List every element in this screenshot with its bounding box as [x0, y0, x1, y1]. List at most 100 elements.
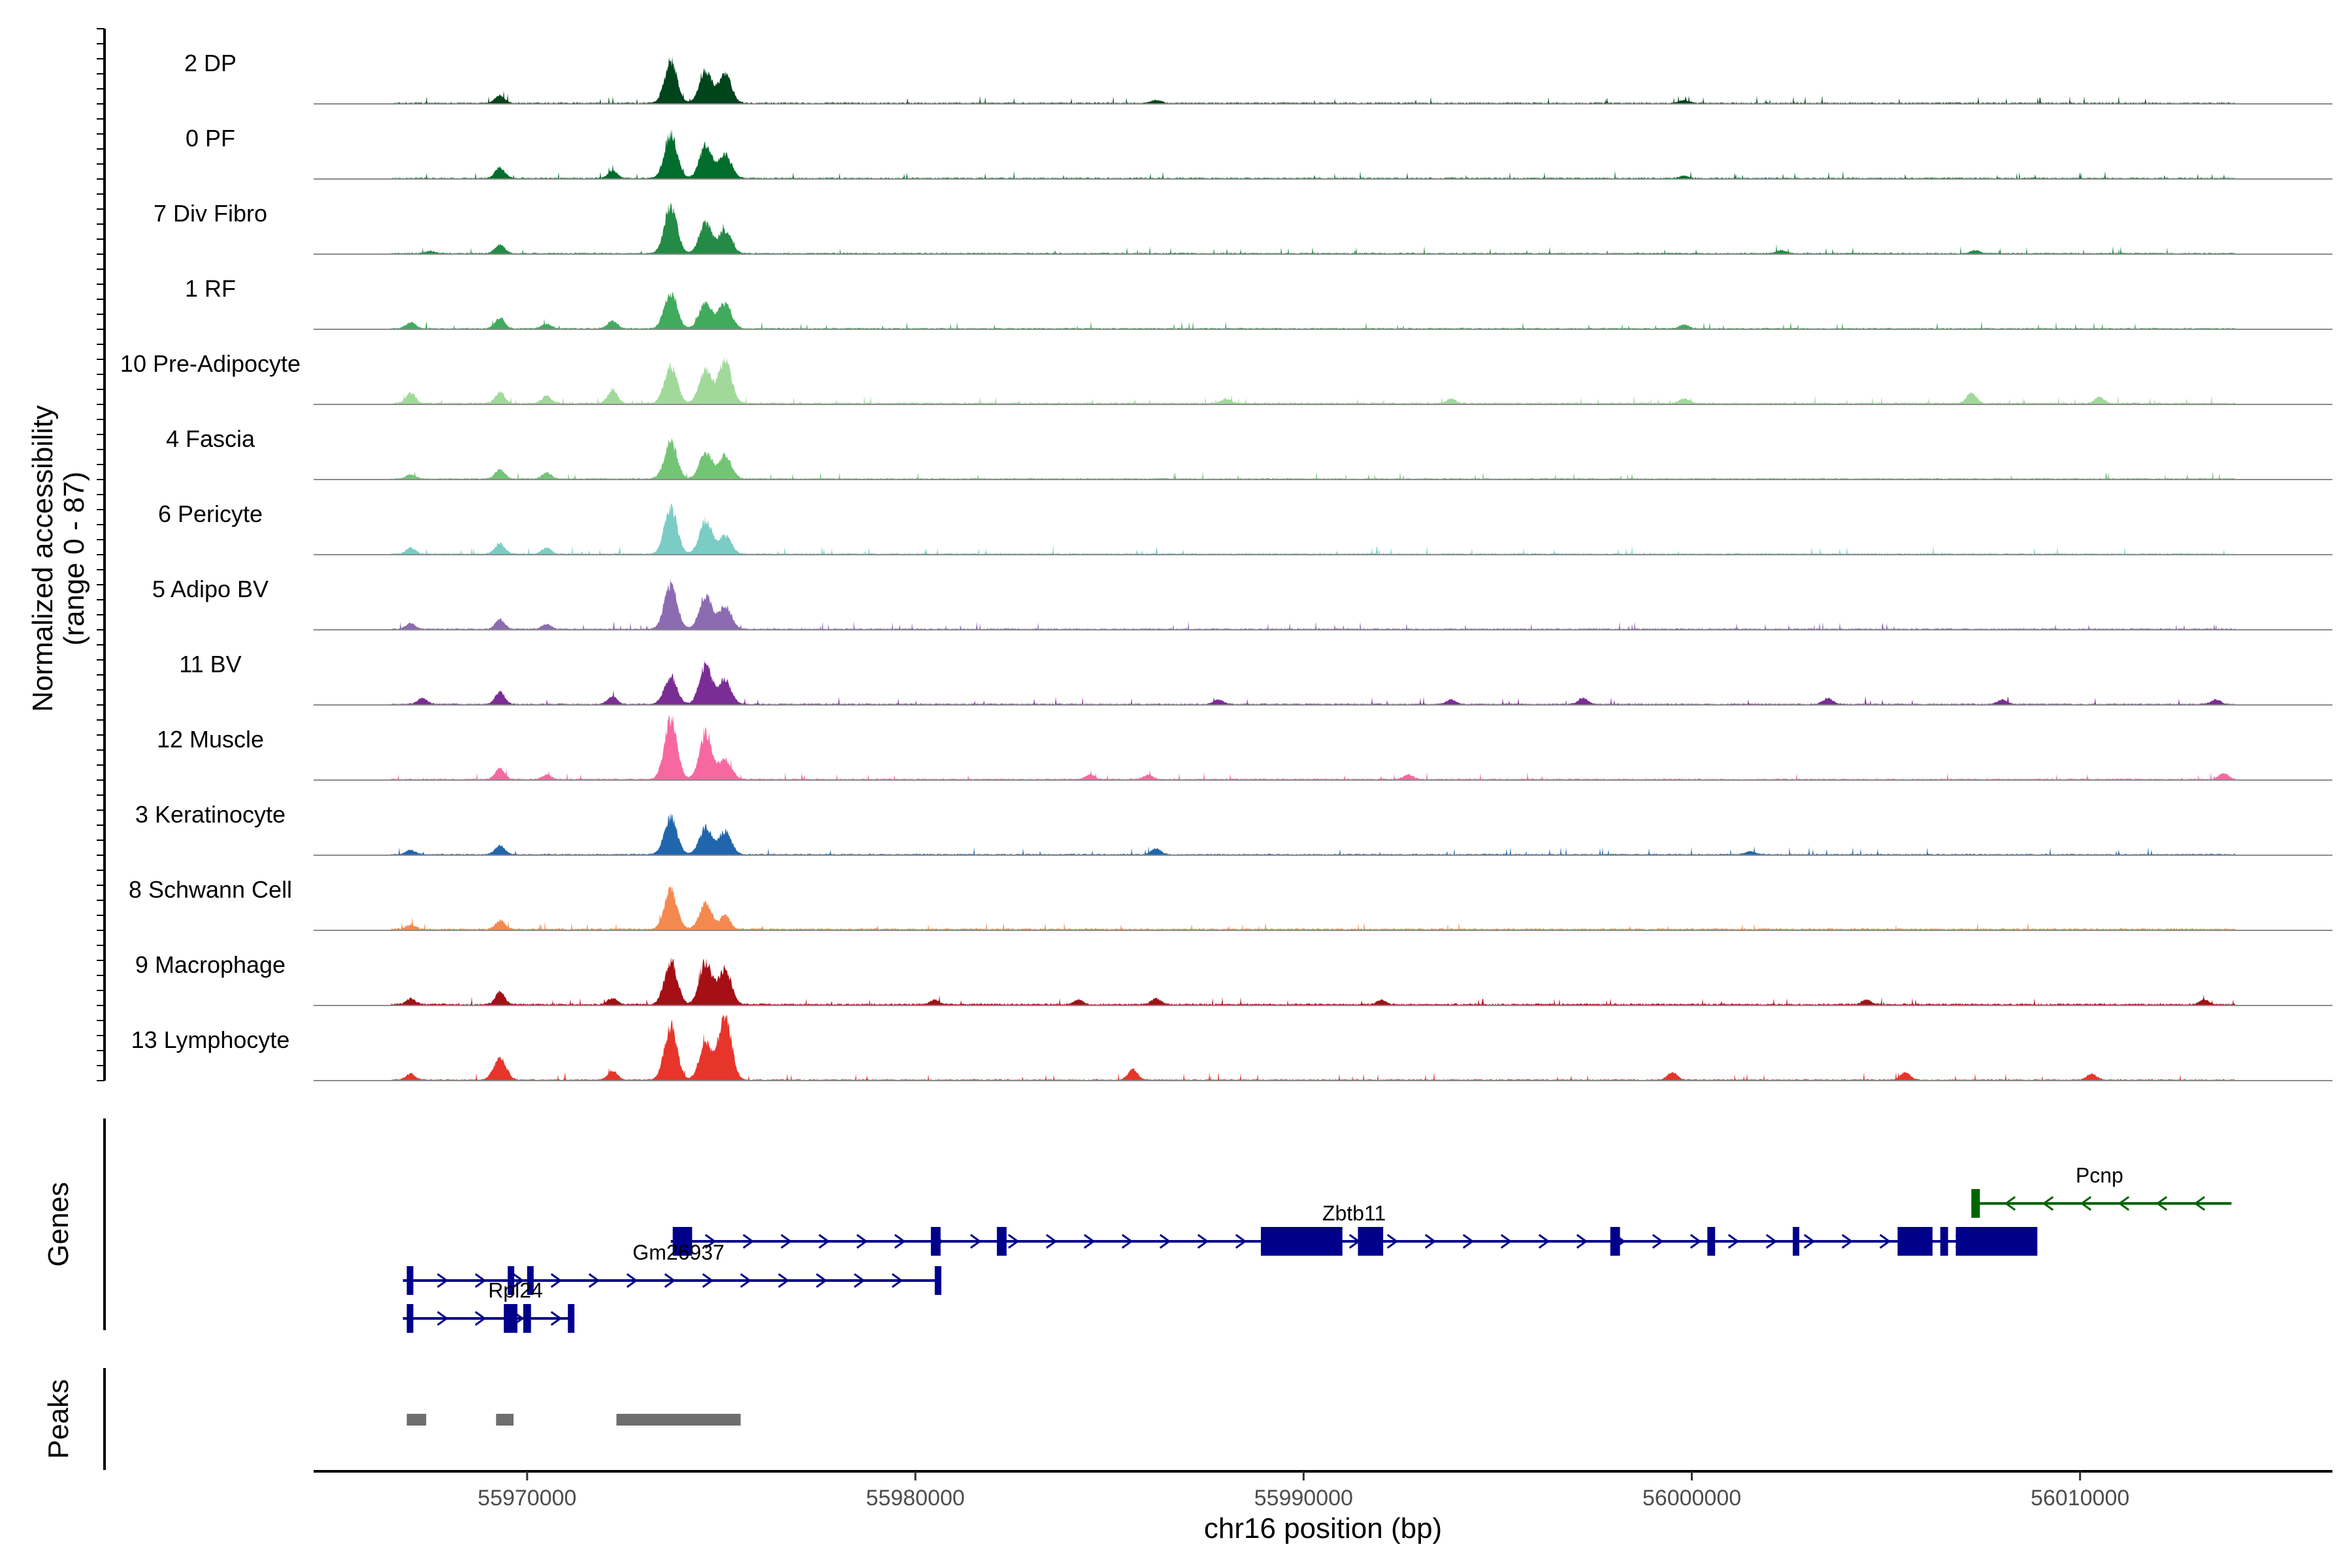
coverage-area: [314, 578, 2332, 630]
gene-exon: [1971, 1189, 1980, 1218]
coverage-track: 2 DP: [184, 50, 2332, 105]
strand-arrow: [856, 1233, 868, 1249]
gene-model: Rpl24: [402, 1279, 575, 1333]
gene-exon: [996, 1227, 1007, 1256]
track-label: 0 PF: [186, 125, 235, 152]
gene-exon: [508, 1266, 515, 1295]
coverage-area: [314, 811, 2332, 855]
gene-exon: [504, 1304, 517, 1333]
track-label: 6 Pericyte: [158, 500, 263, 527]
strand-arrow: [1121, 1233, 1134, 1249]
strand-arrow: [1045, 1233, 1058, 1249]
track-label: 9 Macrophage: [135, 951, 286, 978]
peak-regions: [406, 1414, 741, 1426]
coverage-area: [314, 660, 2332, 705]
gene-label: Pcnp: [2076, 1164, 2123, 1187]
coverage-track: 10 Pre-Adipocyte: [120, 350, 2332, 405]
gene-exon: [406, 1266, 414, 1295]
x-tick-label: 56010000: [2031, 1486, 2129, 1511]
gene-exon: [1793, 1227, 1800, 1256]
strand-arrow: [1424, 1233, 1437, 1249]
coverage-track: 6 Pericyte: [158, 500, 2332, 555]
coverage-area: [314, 291, 2332, 329]
x-tick-label: 56000000: [1642, 1486, 1741, 1511]
x-tick-label: 55980000: [866, 1486, 964, 1511]
coverage-track: 3 Keratinocyte: [135, 801, 2332, 856]
gene-exon: [1260, 1227, 1343, 1256]
track-label: 1 RF: [185, 275, 236, 302]
strand-arrow: [894, 1233, 906, 1249]
gene-exon: [1707, 1227, 1716, 1256]
strand-arrow: [588, 1273, 600, 1288]
gene-label: Gm26937: [632, 1241, 725, 1264]
coverage-area: [314, 1015, 2332, 1081]
coverage-area: [314, 715, 2332, 780]
gene-exon: [672, 1227, 693, 1256]
track-label: 13 Lymphocyte: [131, 1026, 290, 1053]
gene-exon: [1940, 1227, 1948, 1256]
coverage-track: 5 Adipo BV: [152, 576, 2332, 630]
strand-arrow: [777, 1273, 790, 1288]
strand-arrow: [740, 1273, 752, 1288]
coverage-track: 4 Fascia: [166, 425, 2332, 480]
strand-arrow: [853, 1273, 866, 1288]
strand-arrow: [1727, 1233, 1740, 1249]
strand-arrow: [664, 1273, 676, 1288]
strand-arrow: [1803, 1233, 1816, 1249]
gene-exon: [1358, 1227, 1384, 1256]
strand-arrow: [704, 1233, 717, 1249]
strand-arrow: [1690, 1233, 1702, 1249]
strand-arrow: [970, 1233, 982, 1249]
strand-arrow: [436, 1273, 449, 1288]
y-axis-title: Normalized accessibility: [27, 405, 59, 711]
strand-arrow: [474, 1311, 487, 1326]
gene-exon: [1897, 1227, 1933, 1256]
strand-arrow: [1500, 1233, 1512, 1249]
gene-annotations: Pcnp Zbtb11 Gm26937 Rpl24: [402, 1164, 2232, 1333]
strand-arrow: [1576, 1233, 1588, 1249]
strand-arrow: [1386, 1233, 1399, 1249]
strand-arrow: [1235, 1233, 1247, 1249]
gene-exon: [406, 1304, 414, 1333]
gene-label: Rpl24: [488, 1279, 543, 1302]
coverage-track: 13 Lymphocyte: [131, 1015, 2332, 1081]
peaks-section-title: Peaks: [42, 1379, 74, 1459]
gene-exon: [527, 1266, 534, 1295]
strand-arrow: [1841, 1233, 1854, 1249]
strand-arrow: [1462, 1233, 1475, 1249]
strand-arrow: [1652, 1233, 1664, 1249]
coverage-area: [314, 437, 2332, 480]
coverage-area: [314, 956, 2332, 1005]
strand-arrow: [1159, 1233, 1171, 1249]
coverage-area: [314, 56, 2332, 104]
gene-exon: [523, 1304, 531, 1333]
gene-exon: [568, 1304, 575, 1333]
track-label: 8 Schwann Cell: [129, 876, 292, 903]
track-label: 2 DP: [184, 50, 237, 76]
strand-arrow: [2004, 1196, 2016, 1211]
track-label: 3 Keratinocyte: [135, 801, 286, 828]
strand-arrow: [2080, 1196, 2092, 1211]
strand-arrow: [1197, 1233, 1209, 1249]
coverage-area: [314, 355, 2332, 404]
coverage-track: 12 Muscle: [157, 715, 2332, 781]
strand-arrow: [1538, 1233, 1550, 1249]
y-axis-ticks: [97, 28, 105, 1081]
strand-arrow: [550, 1273, 563, 1288]
gene-exon: [1610, 1227, 1620, 1256]
coverage-track: 8 Schwann Cell: [129, 876, 2332, 931]
gene-exon: [934, 1266, 941, 1295]
strand-arrow: [2193, 1196, 2206, 1211]
strand-arrow: [1879, 1233, 1891, 1249]
coverage-tracks: 2 DP 0 PF 7 Div Fibro 1 RF 10 Pre-Adipocyte 4…: [120, 50, 2332, 1081]
track-label: 11 BV: [179, 651, 241, 678]
strand-arrow: [891, 1273, 904, 1288]
strand-arrow: [815, 1273, 828, 1288]
strand-arrow: [2155, 1196, 2168, 1211]
y-axis-range: (range 0 - 87): [58, 472, 90, 646]
peak-region: [496, 1414, 514, 1426]
x-tick-label: 55990000: [1254, 1486, 1353, 1511]
gene-exon: [1955, 1227, 2038, 1256]
strand-arrow: [2117, 1196, 2130, 1211]
